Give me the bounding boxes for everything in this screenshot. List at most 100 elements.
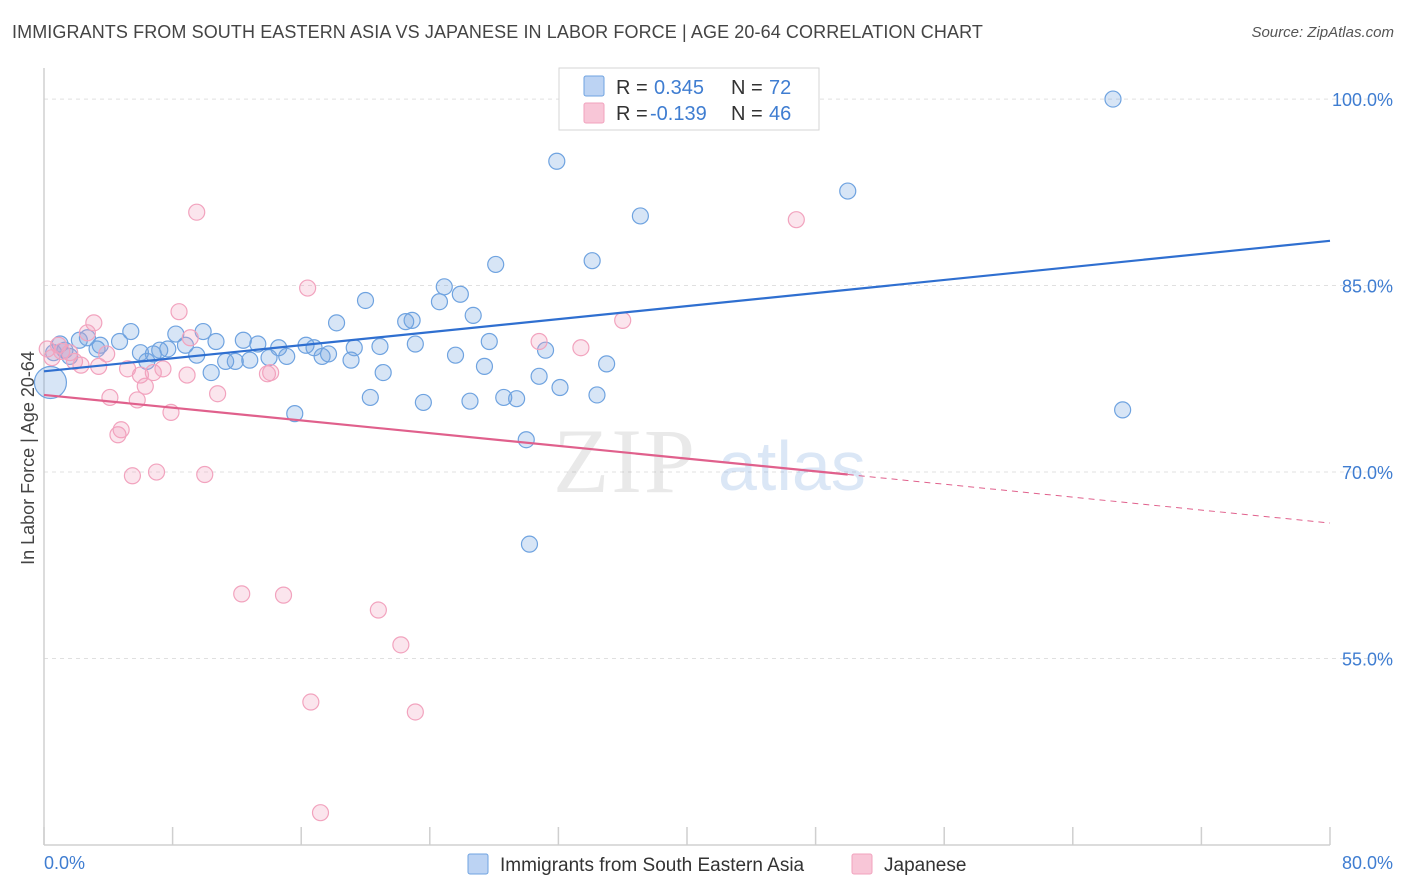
point-japanese: [123, 467, 142, 485]
point-sea: [327, 314, 346, 332]
point-sea: [110, 332, 129, 351]
point-japanese: [787, 211, 805, 229]
point-japanese: [72, 356, 90, 374]
point-japanese: [311, 804, 330, 822]
point-sea: [202, 363, 220, 382]
legend-r-label-japanese: R =: [616, 103, 648, 125]
svg-text:atlas: atlas: [718, 427, 866, 505]
point-sea: [286, 405, 304, 423]
legend-r-value-sea: 0.345: [654, 77, 704, 99]
point-japanese: [188, 203, 206, 221]
point-japanese: [178, 366, 196, 384]
point-japanese: [209, 385, 227, 403]
y-tick-label: 55.0%: [1342, 650, 1393, 670]
point-sea: [91, 336, 109, 354]
legend-r-label-sea: R =: [616, 77, 648, 99]
legend-n-value-japanese: 46: [769, 103, 791, 125]
point-japanese: [112, 421, 130, 439]
point-japanese: [392, 636, 410, 654]
point-sea: [159, 340, 177, 358]
point-sea: [207, 332, 225, 351]
y-tick-label: 100.0%: [1332, 90, 1393, 110]
point-sea: [278, 347, 296, 366]
point-sea: [1114, 401, 1132, 419]
svg-text:ZIP: ZIP: [553, 410, 697, 512]
y-tick-labels: 55.0% 70.0% 85.0% 100.0%: [1332, 90, 1393, 669]
legend-r-value-japanese: -0.139: [650, 103, 707, 125]
point-sea: [234, 331, 252, 349]
legend-n-label-sea: N =: [731, 77, 763, 99]
point-sea: [356, 291, 375, 310]
grid-lines: [44, 98, 1395, 660]
point-sea: [241, 351, 259, 369]
point-sea: [345, 339, 363, 357]
point-sea: [487, 255, 505, 274]
bottom-legend-swatch-sea: [467, 853, 489, 875]
point-sea: [446, 346, 465, 364]
x-tick-label-max: 80.0%: [1342, 853, 1393, 873]
bottom-legend-label-japanese: Japanese: [884, 855, 966, 876]
point-japanese: [144, 363, 162, 382]
point-sea: [371, 337, 389, 356]
legend-swatch-japanese: [583, 102, 605, 124]
point-japanese: [109, 426, 127, 444]
point-japanese: [262, 363, 280, 382]
point-japanese: [38, 340, 56, 358]
point-japanese: [299, 279, 317, 297]
legend-swatch-sea: [583, 75, 605, 97]
y-tick-label: 70.0%: [1342, 463, 1393, 483]
point-japanese: [196, 465, 214, 484]
point-japanese: [170, 303, 188, 321]
point-sea: [414, 393, 432, 412]
legend-n-label-japanese: N =: [731, 103, 763, 125]
point-sea: [480, 332, 498, 351]
watermark: ZIP atlas: [553, 410, 866, 512]
point-sea: [403, 311, 421, 329]
point-japanese: [233, 585, 251, 603]
point-sea: [839, 182, 857, 200]
point-japanese: [78, 324, 97, 342]
point-japanese: [406, 703, 424, 721]
chart-source: Source: ZipAtlas.com: [1251, 24, 1394, 41]
point-japanese: [369, 601, 387, 619]
point-sea: [374, 363, 392, 382]
series-legend: Immigrants from South Eastern Asia Japan…: [467, 853, 966, 876]
point-sea: [551, 378, 569, 397]
point-sea: [461, 392, 479, 410]
trend-lines: [43, 239, 1331, 524]
x-tick-marks: [43, 827, 1331, 845]
point-sea: [598, 355, 616, 373]
y-axis-label: In Labor Force | Age 20-64: [18, 351, 38, 565]
bottom-legend-label-sea: Immigrants from South Eastern Asia: [500, 855, 805, 876]
x-tick-label-min: 0.0%: [44, 853, 85, 873]
point-japanese: [147, 463, 166, 481]
point-japanese: [154, 360, 172, 378]
point-sea: [583, 252, 601, 270]
point-sea: [122, 322, 140, 341]
y-tick-label: 85.0%: [1342, 277, 1393, 297]
point-sea: [495, 388, 513, 407]
point-sea: [33, 365, 68, 400]
point-sea: [226, 352, 244, 370]
point-sea: [536, 341, 555, 359]
point-sea: [397, 313, 415, 331]
point-sea: [451, 285, 469, 303]
point-japanese: [85, 314, 103, 332]
bottom-legend-swatch-japanese: [851, 853, 873, 875]
point-sea: [361, 388, 379, 407]
trend-line-japanese-extension: [847, 474, 1331, 524]
point-japanese: [274, 586, 293, 604]
point-japanese: [136, 377, 154, 395]
legend-n-value-sea: 72: [769, 77, 791, 99]
point-japanese: [61, 344, 79, 362]
point-sea: [249, 335, 267, 353]
chart-title: IMMIGRANTS FROM SOUTH EASTERN ASIA VS JA…: [12, 22, 983, 42]
point-sea: [435, 278, 453, 296]
trend-line-japanese: [43, 393, 848, 476]
trend-line-sea: [43, 239, 1331, 373]
point-sea: [520, 535, 539, 553]
point-sea: [464, 306, 482, 324]
point-japanese: [572, 339, 590, 357]
point-sea: [319, 345, 338, 363]
